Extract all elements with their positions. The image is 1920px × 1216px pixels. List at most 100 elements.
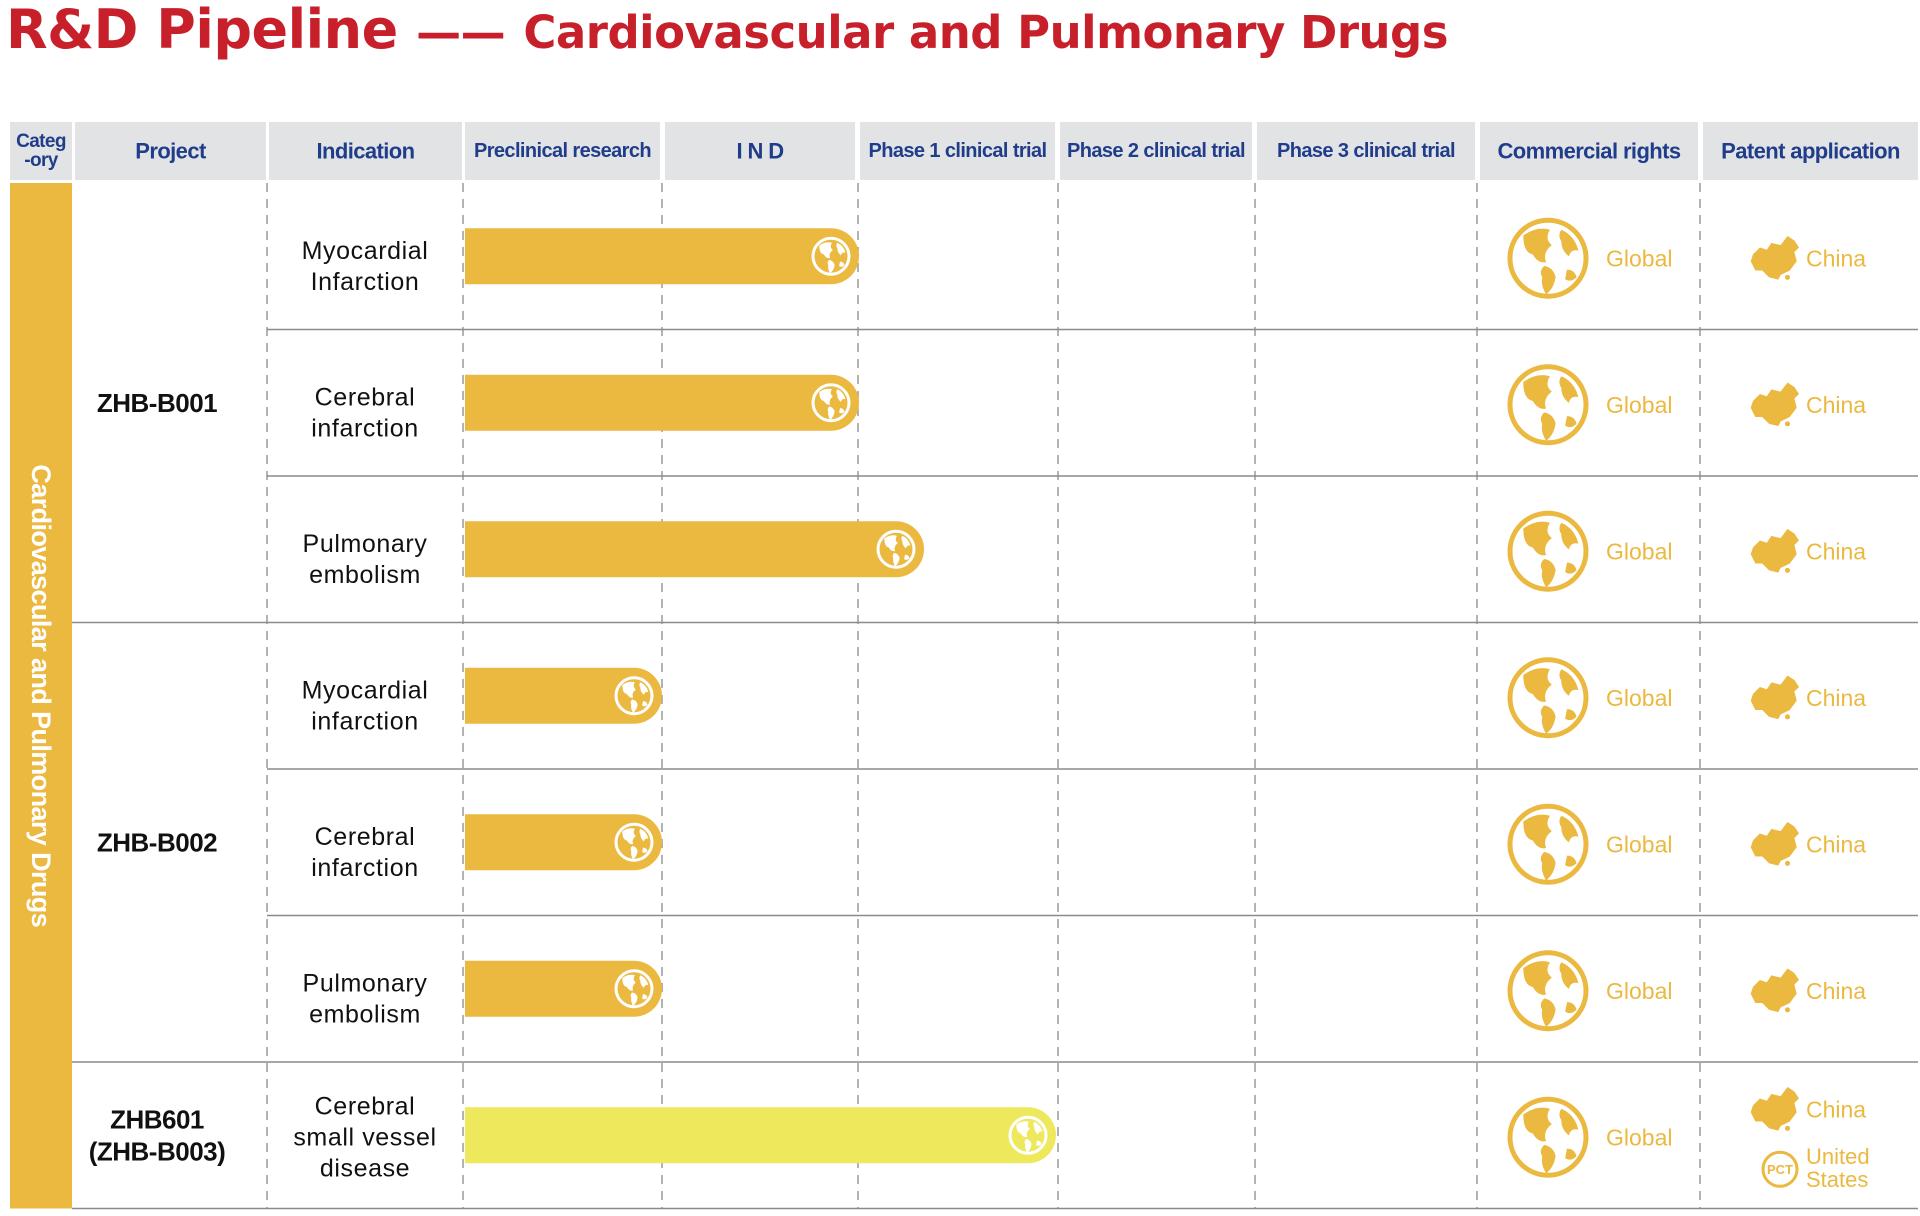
pipeline-row: Cerebral infarction Global China xyxy=(311,374,1866,442)
progress-bar xyxy=(465,1107,1056,1164)
bar-globe-icon xyxy=(876,529,916,569)
header-cell-bg xyxy=(269,122,462,180)
globe-land-americas-south xyxy=(630,699,638,713)
commercial-rights-label: Global xyxy=(1606,392,1672,418)
china-map-icon xyxy=(1750,1086,1799,1131)
globe-land-oceania xyxy=(839,261,845,267)
header-category: -ory xyxy=(24,150,59,171)
china-map-shape xyxy=(1750,821,1799,866)
globe-land-americas-south xyxy=(630,845,638,860)
china-map-shape xyxy=(1750,528,1799,573)
indication-label: disease xyxy=(320,1154,410,1182)
globe-land-east xyxy=(1559,522,1579,550)
indication-label: small vessel xyxy=(293,1123,436,1151)
globe-land-oceania xyxy=(1565,416,1577,428)
globe-land-oceania xyxy=(1565,269,1577,281)
indication-label: Cerebral xyxy=(315,823,416,851)
globe-land-americas-north xyxy=(1523,375,1552,409)
indication-label: Pulmonary xyxy=(303,969,428,997)
progress-bar xyxy=(465,374,860,431)
globe-land-americas-south xyxy=(1024,1138,1032,1153)
globe-land-oceania xyxy=(642,847,648,853)
globe-land-east xyxy=(639,975,649,988)
china-map-island xyxy=(1784,567,1791,573)
patent-label: United xyxy=(1806,1144,1870,1169)
globe-land-americas-south xyxy=(1540,851,1556,881)
china-map-island xyxy=(1784,860,1791,866)
china-map-shape xyxy=(1750,675,1799,720)
globe-land-americas-south xyxy=(892,552,900,567)
globe-land-oceania xyxy=(839,408,845,414)
header-commercial-rights: Commercial rights xyxy=(1498,139,1681,164)
category-band xyxy=(10,183,72,1209)
globe-land-americas-north xyxy=(1523,961,1552,995)
globe-land-americas-north xyxy=(1016,1121,1030,1138)
page-title: R&D Pipeline —— Cardiovascular and Pulmo… xyxy=(6,0,1449,61)
globe-icon xyxy=(1507,803,1589,885)
china-map-icon xyxy=(1750,528,1799,573)
globe-land-oceania xyxy=(642,994,648,1000)
globe-land-oceania xyxy=(642,701,648,707)
header-patent-application: Patent application xyxy=(1721,139,1900,164)
globe-land-americas-north xyxy=(622,828,636,845)
china-map-shape xyxy=(1750,968,1799,1013)
globe-icon xyxy=(1507,364,1589,446)
china-map-island xyxy=(1784,714,1791,720)
indication-label: embolism xyxy=(309,1000,421,1028)
globe-land-east xyxy=(1559,376,1579,403)
commercial-rights-label: Global xyxy=(1606,1124,1672,1150)
globe-land-americas-south xyxy=(1540,705,1556,734)
pct-icon-ring xyxy=(1761,1150,1799,1188)
project-name-1: ZHB-B001 xyxy=(97,388,217,418)
category-label: Cardiovascular and Pulmonary Drugs xyxy=(26,464,56,927)
china-map-shape xyxy=(1750,235,1799,280)
header-cell-bg xyxy=(1060,122,1252,180)
title-separator: —— xyxy=(416,6,506,59)
header-cell-bg xyxy=(1480,122,1698,180)
globe-land-east xyxy=(1559,669,1579,696)
globe-outline xyxy=(614,822,654,862)
indication-label: Cerebral xyxy=(315,383,416,411)
bar-globe-icon xyxy=(614,969,654,1009)
globe-icon xyxy=(1507,217,1589,299)
china-map-island xyxy=(1784,1007,1791,1013)
header-cell-bg xyxy=(75,122,266,180)
progress-bar xyxy=(465,814,663,871)
globe-land-americas-south xyxy=(1540,412,1556,441)
patent-label: China xyxy=(1806,245,1866,271)
pct-icon: PCT xyxy=(1761,1150,1799,1188)
header-stage-5: Phase 3 clinical trial xyxy=(1277,140,1455,162)
header-cell-bg xyxy=(10,122,72,180)
indication-label: Cerebral xyxy=(315,1092,416,1120)
globe-land-americas-north xyxy=(1523,1107,1552,1142)
globe-icon xyxy=(1507,950,1589,1032)
globe-land-oceania xyxy=(904,554,910,560)
commercial-rights-label: Global xyxy=(1606,685,1672,711)
progress-bar xyxy=(465,960,663,1017)
globe-land-americas-south xyxy=(1540,558,1556,588)
pipeline-row: Myocardial infarction Global China xyxy=(302,667,1866,735)
header-stage-1: Preclinical research xyxy=(474,140,651,162)
patent-label: China xyxy=(1806,831,1866,857)
globe-land-east xyxy=(1559,1108,1579,1136)
globe-land-americas-north xyxy=(884,535,898,552)
globe-land-americas-north xyxy=(819,388,833,405)
globe-land-oceania xyxy=(1565,709,1577,721)
globe-land-americas-north xyxy=(622,681,636,698)
globe-land-oceania xyxy=(1565,1002,1577,1014)
globe-land-oceania xyxy=(1565,562,1577,574)
progress-bar xyxy=(465,228,860,285)
indication-label: embolism xyxy=(309,561,421,589)
bar-globe-icon xyxy=(614,822,654,862)
globe-land-americas-south xyxy=(1540,265,1556,295)
globe-land-americas-north xyxy=(622,974,636,991)
china-map-icon xyxy=(1750,675,1799,720)
header-project: Project xyxy=(135,139,207,164)
china-map-shape xyxy=(1750,382,1799,427)
header-cell-bg xyxy=(665,122,855,180)
globe-land-americas-north xyxy=(819,242,833,259)
patent-label: China xyxy=(1806,392,1866,418)
globe-land-americas-south xyxy=(1540,998,1556,1027)
